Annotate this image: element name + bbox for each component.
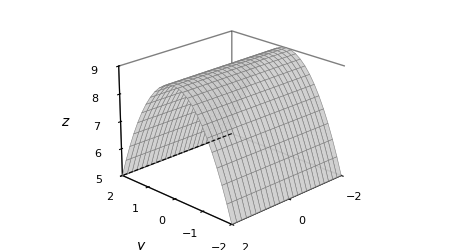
Y-axis label: y: y (136, 239, 144, 250)
